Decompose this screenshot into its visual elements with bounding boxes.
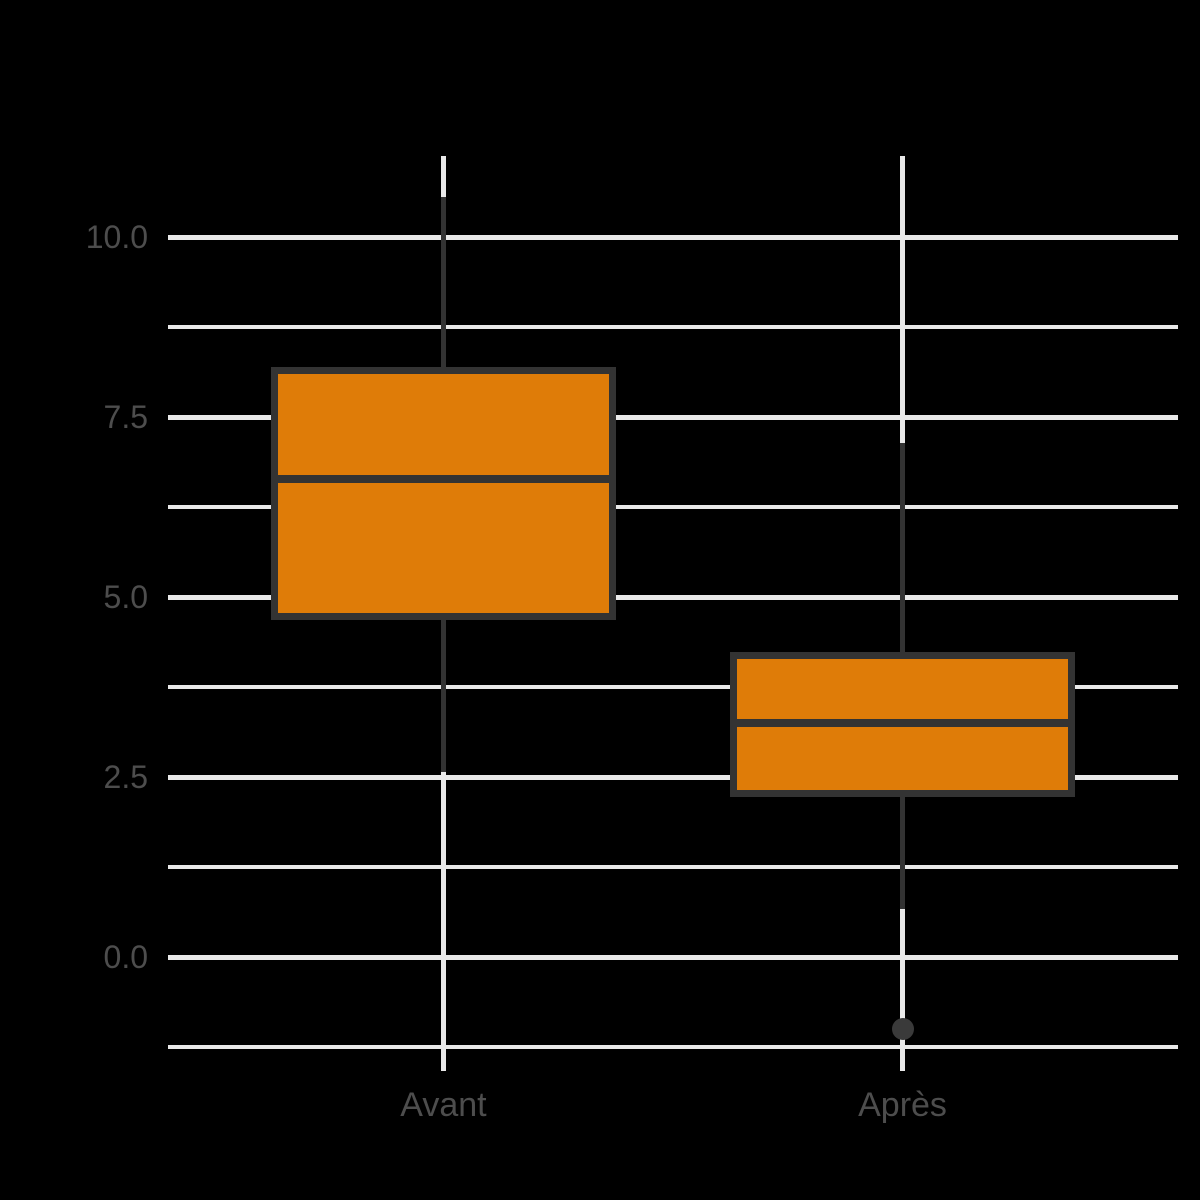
gridline-y-major (168, 234, 1178, 240)
gridline-y-major (168, 594, 1178, 600)
y-tick-label: 2.5 (103, 759, 148, 796)
gridline-y-minor (168, 1045, 1178, 1050)
outlier-point (891, 1018, 914, 1041)
y-tick-label: 7.5 (103, 399, 148, 436)
plot-panel (168, 156, 1178, 1071)
gridline-y-major (168, 954, 1178, 960)
gridline-y-major (168, 414, 1178, 420)
gridline-y-minor (168, 865, 1178, 870)
median-line-avant (271, 474, 616, 483)
gridline-y-minor (168, 685, 1178, 690)
gridline-y-minor (168, 505, 1178, 510)
y-tick-label: 0.0 (103, 939, 148, 976)
gridline-y-minor (168, 325, 1178, 330)
gridline-y-major (168, 774, 1178, 780)
y-tick-label: 5.0 (103, 579, 148, 616)
y-tick-label: 10.0 (85, 219, 148, 256)
median-line-après (730, 718, 1075, 727)
x-category-label: Après (858, 1086, 947, 1124)
box-avant (271, 366, 616, 621)
x-category-label: Avant (400, 1086, 487, 1124)
